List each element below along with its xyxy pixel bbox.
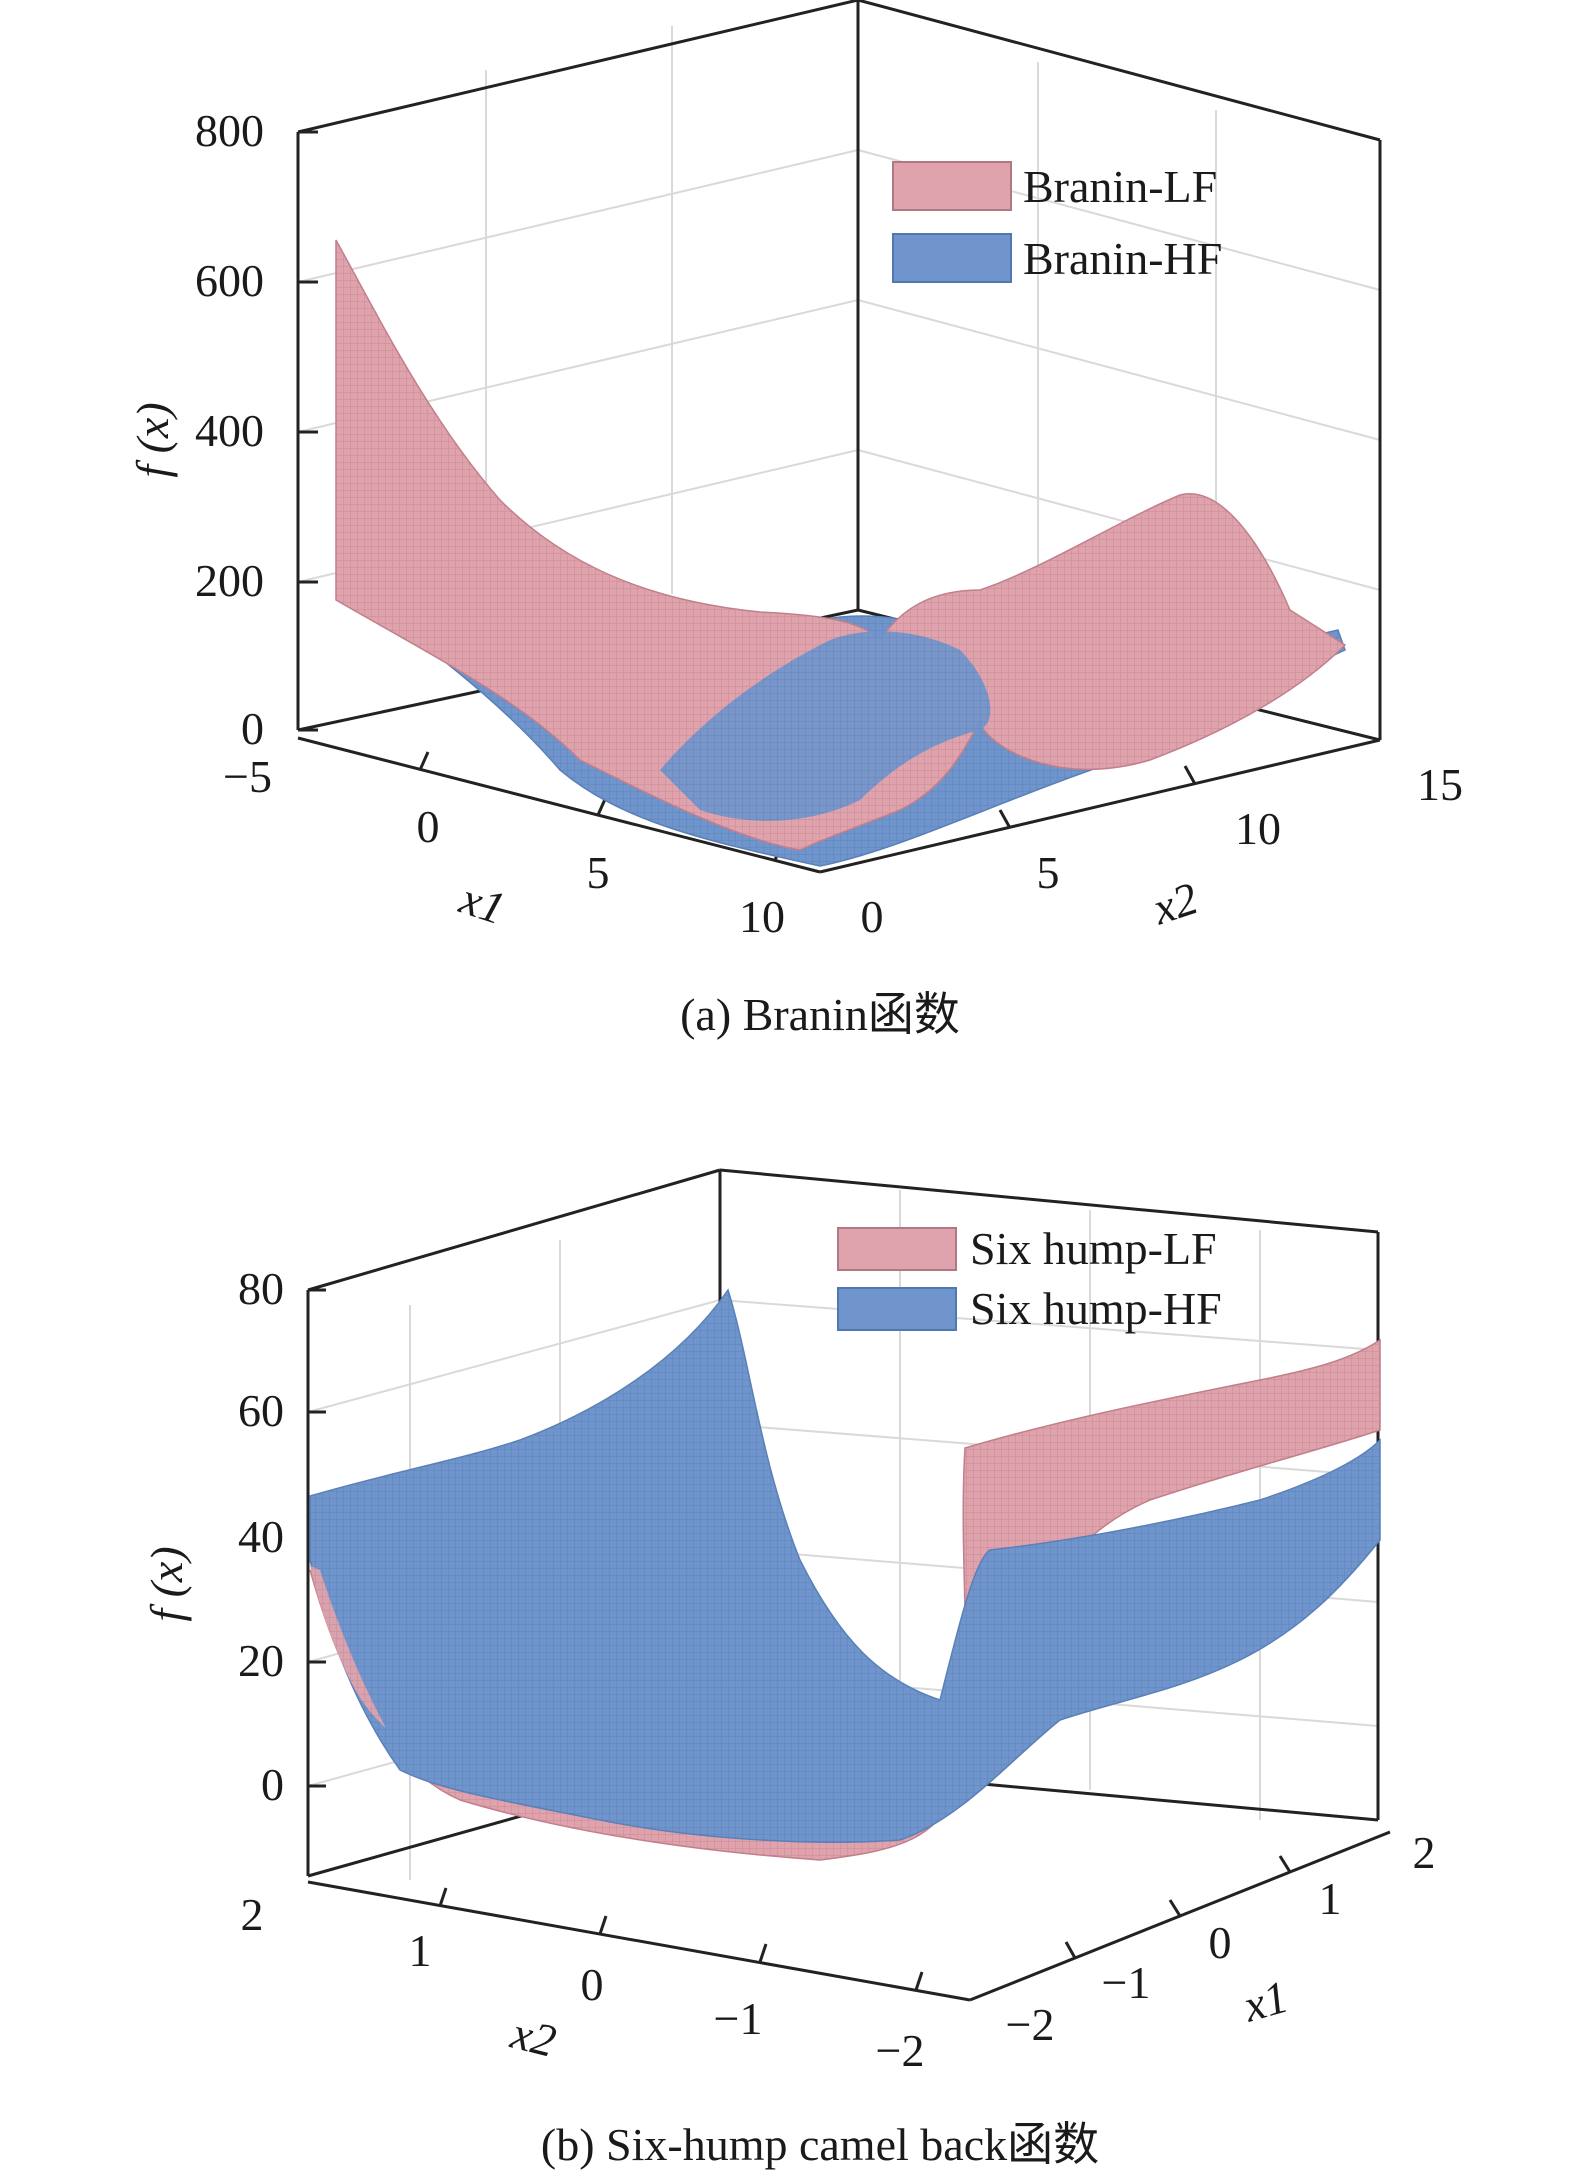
legend-label-sixhump-lf: Six hump-LF — [970, 1223, 1217, 1274]
panel-b-x-tick: −1 — [714, 1993, 763, 2044]
panel-b-z-tick: 20 — [238, 1635, 284, 1686]
legend-swatch-branin-hf — [892, 233, 1012, 283]
panel-a-x-tick: 5 — [587, 847, 610, 898]
panel-a-z-ticks: 800 600 400 200 0 — [195, 105, 264, 754]
panel-b-y-tick: 2 — [1413, 1827, 1436, 1878]
panel-a-y-tick: 5 — [1037, 847, 1060, 898]
panel-b-y-ticks: −2 −1 0 1 2 — [1006, 1827, 1436, 2050]
panel-a-x-tick: −5 — [223, 751, 272, 802]
panel-b-z-tick: 40 — [238, 1511, 284, 1562]
panel-a-z-label: f (x) — [127, 402, 178, 477]
panel-a-z-tick: 800 — [195, 105, 264, 156]
panel-a-y-tick: 10 — [1235, 803, 1281, 854]
panel-a-z-tick: 200 — [195, 555, 264, 606]
panel-a-y-tick: 15 — [1417, 759, 1463, 810]
legend-label-branin-hf: Branin-HF — [1023, 233, 1222, 284]
panel-a-x-ticks: −5 0 5 10 — [223, 751, 785, 942]
panel-b-x-tick: 2 — [241, 1889, 264, 1940]
panel-b-x-ticks: 2 1 0 −1 −2 — [241, 1889, 925, 2076]
panel-b-z-label: f (x) — [141, 1546, 192, 1621]
panel-a-legend: Branin-LF Branin-HF — [892, 161, 1222, 284]
panel-a-x-label: x1 — [453, 872, 511, 934]
panel-a-y-tick: 0 — [861, 891, 884, 942]
panel-b-sixhump: 80 60 40 20 0 2 1 0 −1 −2 −2 −1 0 1 2 f … — [141, 1168, 1436, 2170]
panel-b-y-tick: −2 — [1006, 1999, 1055, 2050]
legend-swatch-branin-lf — [892, 161, 1012, 211]
panel-b-x-label: x2 — [506, 2007, 561, 2067]
panel-b-y-tick: 0 — [1209, 1917, 1232, 1968]
panel-b-x-tick: 0 — [581, 1959, 604, 2010]
panel-a-z-tick: 600 — [195, 255, 264, 306]
panel-b-z-tick: 60 — [238, 1385, 284, 1436]
panel-b-z-tick: 80 — [238, 1263, 284, 1314]
panel-a-caption: (a) Branin函数 — [680, 989, 960, 1040]
legend-swatch-sixhump-hf — [837, 1287, 957, 1331]
panel-a-z-tick: 400 — [195, 405, 264, 456]
panel-a-x-tick: 0 — [417, 801, 440, 852]
panel-a-branin: 800 600 400 200 0 −5 0 5 10 0 5 10 15 f … — [127, 0, 1463, 1040]
panel-b-caption: (b) Six-hump camel back函数 — [541, 2119, 1099, 2170]
panel-a-y-label: x2 — [1146, 872, 1204, 934]
legend-swatch-sixhump-lf — [837, 1227, 957, 1271]
panel-b-legend: Six hump-LF Six hump-HF — [837, 1223, 1222, 1334]
panel-b-y-tick: −1 — [1102, 1957, 1151, 2008]
panel-b-x-tick: −2 — [876, 2025, 925, 2076]
panel-b-y-label: x1 — [1237, 1971, 1294, 2032]
panel-a-z-tick: 0 — [241, 703, 264, 754]
panel-b-x-tick: 1 — [409, 1925, 432, 1976]
legend-label-branin-lf: Branin-LF — [1023, 161, 1217, 212]
branin-lf-surface — [335, 239, 1347, 851]
panel-b-z-tick: 0 — [261, 1759, 284, 1810]
sixhump-hf-surface — [309, 1288, 1381, 1843]
panel-a-y-ticks: 0 5 10 15 — [861, 759, 1464, 942]
branin-hf-valley — [660, 631, 991, 821]
panel-a-x-tick: 10 — [739, 891, 785, 942]
sixhump-lf-left-edge — [310, 1566, 386, 1728]
panel-b-y-tick: 1 — [1319, 1873, 1342, 1924]
legend-label-sixhump-hf: Six hump-HF — [970, 1283, 1222, 1334]
panel-b-z-ticks: 80 60 40 20 0 — [238, 1263, 284, 1810]
